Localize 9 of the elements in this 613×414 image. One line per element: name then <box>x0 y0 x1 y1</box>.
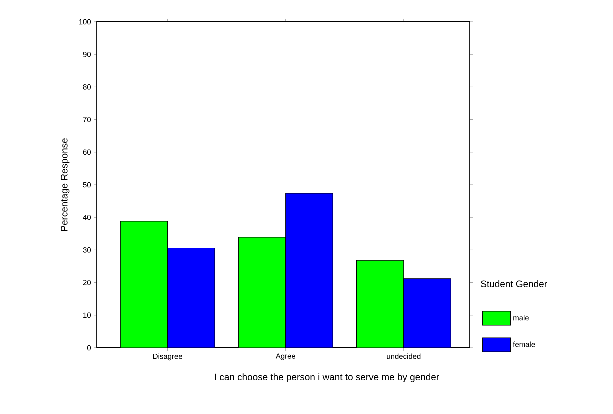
x-axis-title: I can choose the person i want to serve me by gender <box>215 374 440 382</box>
y-axis-title: Percentage Response <box>61 138 70 232</box>
legend-title: Student Gender <box>481 280 548 288</box>
bar <box>286 193 334 348</box>
bar <box>120 222 168 348</box>
bar <box>356 260 404 348</box>
bar <box>238 237 286 348</box>
bar <box>168 248 216 348</box>
bar <box>404 278 452 348</box>
